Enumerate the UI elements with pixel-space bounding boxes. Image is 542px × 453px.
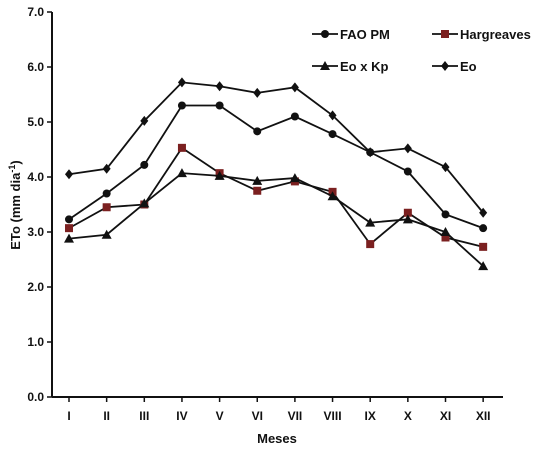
data-point xyxy=(365,217,376,227)
series-triangle xyxy=(64,168,489,271)
data-point xyxy=(441,233,450,242)
data-point xyxy=(403,167,412,176)
series-line xyxy=(68,104,484,229)
legend: FAO PM Hargreaves Eo x Kp Eo xyxy=(312,27,531,74)
data-point xyxy=(102,203,111,212)
y-ticks: 0.0 1.0 2.0 3.0 4.0 5.0 6.0 7.0 xyxy=(27,5,52,404)
x-tick-label: II xyxy=(103,409,110,423)
data-point xyxy=(102,163,111,174)
x-tick-label: III xyxy=(139,409,149,423)
data-point xyxy=(252,175,263,185)
series-diamond xyxy=(65,77,488,218)
y-tick-label: 0.0 xyxy=(27,390,44,404)
data-point xyxy=(140,115,149,126)
legend-item: Eo xyxy=(432,59,477,74)
y-tick-label: 6.0 xyxy=(27,60,44,74)
data-point xyxy=(65,215,73,224)
data-point xyxy=(479,242,488,251)
data-point xyxy=(403,143,412,154)
data-point xyxy=(366,240,375,249)
legend-item: Eo x Kp xyxy=(312,59,388,74)
y-axis-title-sup: -1 xyxy=(7,165,17,173)
data-point xyxy=(102,189,111,198)
legend-marker xyxy=(441,61,449,71)
series-line xyxy=(68,146,484,248)
y-tick-label: 3.0 xyxy=(27,225,44,239)
data-point xyxy=(479,207,488,218)
data-point xyxy=(253,127,262,136)
data-point xyxy=(440,227,451,236)
x-tick-label: VI xyxy=(252,409,263,423)
data-point xyxy=(290,112,299,121)
legend-label: Eo xyxy=(460,59,477,74)
data-point xyxy=(64,233,74,243)
x-tick-label: VII xyxy=(288,409,303,423)
y-axis-title-close: ) xyxy=(8,160,23,164)
x-tick-label: IX xyxy=(365,409,376,423)
data-point xyxy=(402,214,413,224)
y-tick-label: 7.0 xyxy=(27,5,44,19)
data-point xyxy=(366,147,375,158)
data-point xyxy=(441,210,450,219)
legend-label: FAO PM xyxy=(340,27,390,42)
x-tick-label: V xyxy=(216,409,224,423)
data-point xyxy=(328,130,337,139)
y-axis-title: ETo (mm dia-1) xyxy=(7,160,23,249)
series-layer xyxy=(64,77,489,271)
data-point xyxy=(327,191,338,201)
data-point xyxy=(177,77,186,88)
data-point xyxy=(215,101,224,110)
series-line xyxy=(68,172,484,267)
data-point xyxy=(215,81,224,92)
data-point xyxy=(177,101,186,110)
data-point xyxy=(328,110,337,121)
data-point xyxy=(253,186,262,195)
x-tick-label: IV xyxy=(176,409,187,423)
data-point xyxy=(290,82,299,93)
x-tick-label: VIII xyxy=(324,409,342,423)
data-point xyxy=(176,168,187,178)
data-point xyxy=(140,160,149,169)
legend-marker xyxy=(441,30,449,38)
y-axis-title-main: ETo (mm dia xyxy=(8,172,23,250)
y-tick-label: 2.0 xyxy=(27,280,44,294)
data-point xyxy=(289,173,300,183)
data-point xyxy=(65,224,73,233)
legend-marker xyxy=(321,30,329,38)
x-ticks: I II III IV V VI VII VIII IX X XI XII xyxy=(67,397,490,423)
y-tick-label: 5.0 xyxy=(27,115,44,129)
data-point xyxy=(139,198,150,208)
series-line xyxy=(68,81,484,214)
series-circle xyxy=(65,101,488,233)
data-point xyxy=(214,170,225,180)
series-square xyxy=(65,143,488,251)
data-point xyxy=(403,208,412,217)
x-tick-label: X xyxy=(404,409,412,423)
legend-label: Hargreaves xyxy=(460,27,531,42)
data-point xyxy=(479,224,488,233)
data-point xyxy=(101,229,112,239)
x-tick-label: XII xyxy=(476,409,491,423)
x-axis-title: Meses xyxy=(257,431,297,446)
x-tick-label: I xyxy=(67,409,70,423)
data-point xyxy=(441,162,450,173)
data-point xyxy=(177,143,186,152)
y-tick-label: 4.0 xyxy=(27,170,44,184)
legend-item: Hargreaves xyxy=(432,27,531,42)
y-tick-label: 1.0 xyxy=(27,335,44,349)
x-tick-label: XI xyxy=(440,409,451,423)
data-point xyxy=(253,87,262,98)
legend-marker xyxy=(320,61,330,70)
plot-area: 0.01.02.03.04.05.06.07.0 I II III IV V VI VII V… xyxy=(27,5,503,423)
data-point xyxy=(478,261,489,271)
legend-label: Eo x Kp xyxy=(340,59,388,74)
data-point xyxy=(65,169,73,180)
legend-item: FAO PM xyxy=(312,27,390,42)
